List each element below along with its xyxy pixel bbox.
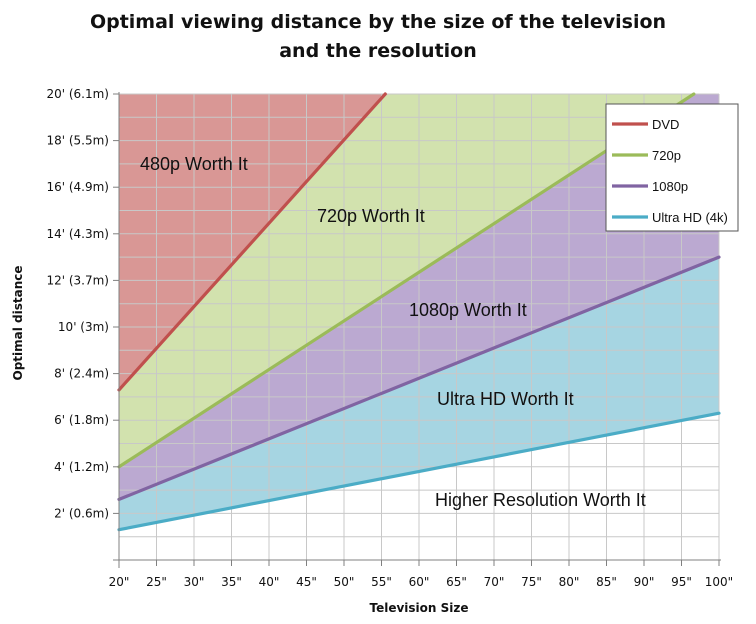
region-label-2: 720p Worth It xyxy=(317,206,425,226)
x-tick-label: 45" xyxy=(296,575,317,589)
y-tick-label: 18' (5.5m) xyxy=(46,134,109,148)
x-tick-label: 40" xyxy=(259,575,280,589)
series-line-1 xyxy=(117,92,387,392)
legend-label-4: Ultra HD (4k) xyxy=(652,210,728,225)
x-tick-label: 35" xyxy=(221,575,242,589)
legend-label-3: 1080p xyxy=(652,179,688,194)
y-tick-label: 8' (2.4m) xyxy=(54,367,109,381)
x-tick-label: 95" xyxy=(671,575,692,589)
x-tick-label: 90" xyxy=(634,575,655,589)
y-tick-labels: 2' (0.6m) 4' (1.2m) 6' (1.8m) 8' (2.4m) 10' … xyxy=(46,87,109,520)
chart-title: Optimal viewing distance by the size of … xyxy=(0,8,756,66)
x-tick-labels: 20" 25" 30" 35" 40" 45" 50" 55" 60" 65" 70" 75" 80" 8… xyxy=(109,575,734,589)
x-tick-label: 25" xyxy=(146,575,167,589)
y-tick-label: 6' (1.8m) xyxy=(54,413,109,427)
region-label-3: 1080p Worth It xyxy=(409,300,527,320)
region-label-1: 480p Worth It xyxy=(140,154,248,174)
y-tick-label: 16' (4.9m) xyxy=(46,180,109,194)
series-line-4 xyxy=(117,411,721,532)
series-line-2 xyxy=(117,92,696,469)
y-tick-label: 14' (4.3m) xyxy=(46,227,109,241)
region-label-5: Higher Resolution Worth It xyxy=(435,490,646,510)
y-tick-label: 12' (3.7m) xyxy=(46,273,109,287)
x-tick-label: 20" xyxy=(109,575,130,589)
x-tick-label: 70" xyxy=(484,575,505,589)
chart-title-line-1: Optimal viewing distance by the size of … xyxy=(89,11,667,33)
x-tick-label: 65" xyxy=(446,575,467,589)
chart-legend: DVD 720p 1080p Ultra HD (4k) xyxy=(605,103,739,232)
y-tick-label: 2' (0.6m) xyxy=(54,506,109,520)
x-tick-label: 50" xyxy=(334,575,355,589)
chart-title-line-2: and the resolution xyxy=(279,40,477,62)
region-labels: 480p Worth It 720p Worth It 1080p Worth It… xyxy=(140,154,646,510)
chart-axes xyxy=(113,92,721,568)
series-line-3 xyxy=(117,255,721,502)
x-axis-label: Television Size xyxy=(369,601,468,615)
x-tick-label: 60" xyxy=(409,575,430,589)
x-tick-label: 100" xyxy=(705,575,733,589)
x-tick-label: 85" xyxy=(596,575,617,589)
y-tick-label: 10' (3m) xyxy=(58,320,109,334)
y-tick-label: 20' (6.1m) xyxy=(46,87,109,101)
x-tick-label: 80" xyxy=(559,575,580,589)
chart-series-lines xyxy=(117,92,721,532)
x-tick-label: 55" xyxy=(371,575,392,589)
y-axis-label: Optimal distance xyxy=(11,265,25,380)
region-label-4: Ultra HD Worth It xyxy=(437,389,574,409)
x-tick-label: 30" xyxy=(184,575,205,589)
y-tick-label: 4' (1.2m) xyxy=(54,460,109,474)
x-tick-label: 75" xyxy=(521,575,542,589)
legend-label-2: 720p xyxy=(652,148,681,163)
legend-label-1: DVD xyxy=(652,117,679,132)
